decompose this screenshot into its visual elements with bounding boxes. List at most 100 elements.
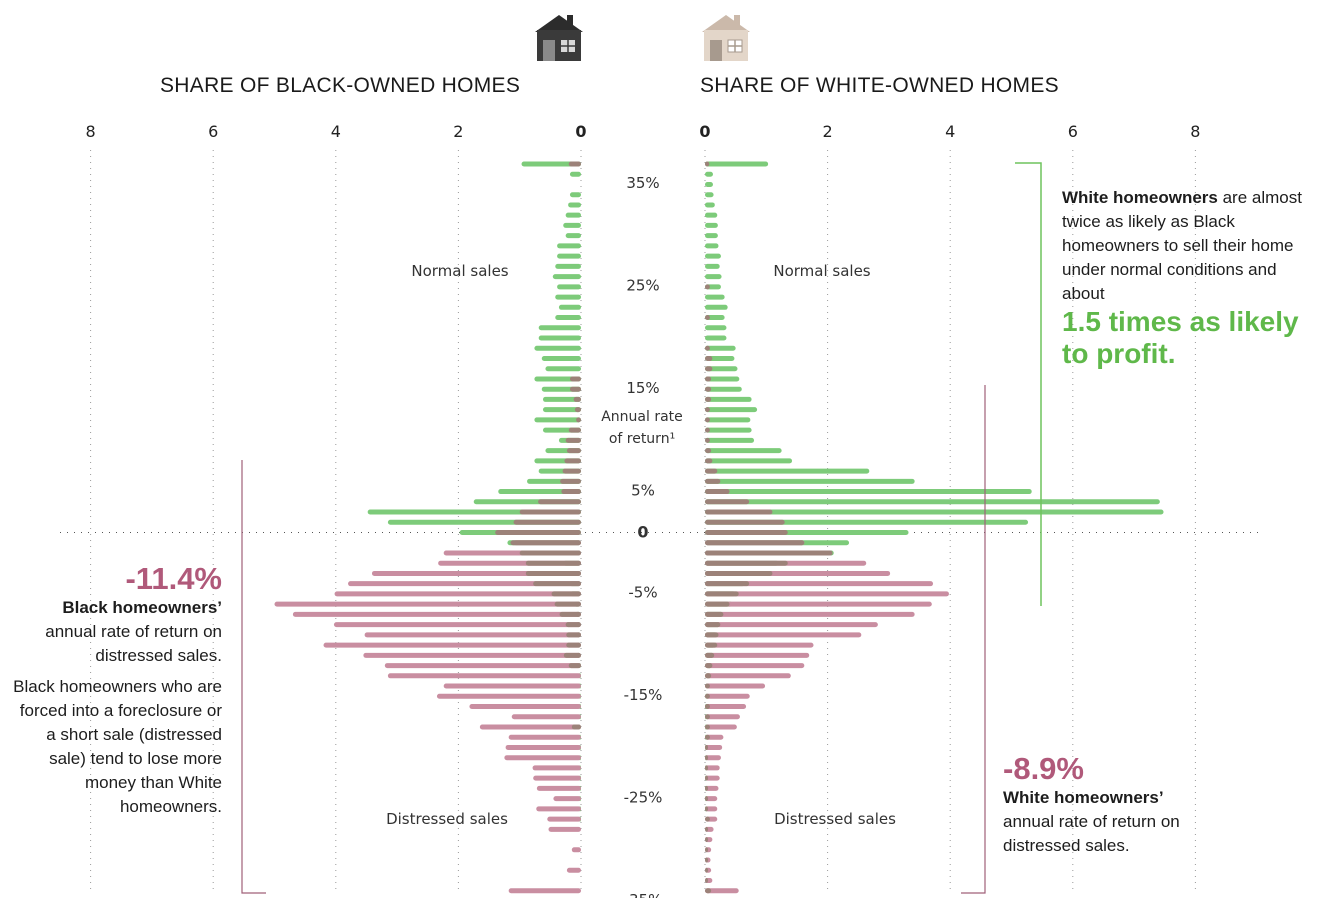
white-return-value: -8.9% xyxy=(1003,751,1084,786)
bar-distressed xyxy=(705,663,805,669)
bar-normal xyxy=(705,181,713,187)
bar-normal xyxy=(705,396,752,402)
bar-overlap xyxy=(705,878,709,884)
bar-distressed xyxy=(508,888,581,894)
bar-overlap xyxy=(525,570,581,576)
bar-distressed xyxy=(387,673,581,679)
bar-distressed xyxy=(705,806,718,812)
bar-overlap xyxy=(705,376,712,382)
bar-normal xyxy=(705,376,740,382)
bar-distressed xyxy=(705,765,720,771)
bar-overlap xyxy=(554,601,581,607)
bar-overlap xyxy=(559,611,581,617)
bar-overlap xyxy=(576,417,581,423)
bar-overlap xyxy=(705,529,788,535)
bar-overlap xyxy=(571,724,581,730)
bar-normal xyxy=(705,366,738,372)
bar-distressed xyxy=(553,796,581,802)
bar-normal xyxy=(563,222,581,228)
x-tick-right: 6 xyxy=(1068,122,1078,141)
bar-normal xyxy=(557,243,581,249)
bar-distressed xyxy=(705,632,862,638)
bar-distressed xyxy=(705,888,739,894)
bar-overlap xyxy=(563,652,581,658)
bar-normal xyxy=(705,202,715,208)
bar-normal xyxy=(542,407,581,413)
y-tick-label: 0 xyxy=(637,522,648,541)
bar-overlap xyxy=(705,448,712,454)
bracket-pink-left xyxy=(241,460,266,894)
bar-distressed xyxy=(705,755,721,761)
bar-normal xyxy=(705,161,769,167)
white-annotation: -8.9% White homeowners’ annual rate of r… xyxy=(1003,752,1218,858)
y-tick-label: -5% xyxy=(628,584,657,602)
bar-overlap xyxy=(705,816,710,822)
bar-normal xyxy=(705,274,722,280)
bar-overlap xyxy=(705,396,712,402)
bar-normal xyxy=(705,345,736,351)
white-note-text: are almost twice as likely as Black home… xyxy=(1062,188,1302,303)
bar-overlap xyxy=(705,673,712,679)
bar-normal xyxy=(498,489,581,495)
bar-normal xyxy=(705,222,718,228)
bar-normal xyxy=(541,355,581,361)
bar-distressed xyxy=(479,724,581,730)
bar-distressed xyxy=(705,652,810,658)
bar-normal xyxy=(565,212,581,218)
bar-overlap xyxy=(568,427,581,433)
bar-overlap xyxy=(513,519,581,525)
black-return-text: annual rate of return on distressed sale… xyxy=(45,622,222,665)
bar-overlap xyxy=(564,458,581,464)
bar-overlap xyxy=(705,847,709,853)
bar-overlap xyxy=(705,499,750,505)
bar-overlap xyxy=(705,775,709,781)
bar-overlap xyxy=(705,652,715,658)
black-note: Black homeowners who are forced into a f… xyxy=(13,677,222,816)
bar-normal xyxy=(705,243,719,249)
bar-overlap xyxy=(538,499,581,505)
bar-normal xyxy=(705,233,718,239)
bar-overlap xyxy=(510,540,581,546)
bar-normal xyxy=(705,253,721,259)
bar-overlap xyxy=(519,509,581,515)
bar-distressed xyxy=(505,744,581,750)
bar-normal xyxy=(521,161,581,167)
bar-distressed xyxy=(705,611,915,617)
bar-distressed xyxy=(705,673,791,679)
bar-overlap xyxy=(705,693,710,699)
bar-overlap xyxy=(568,663,581,669)
bar-normal xyxy=(705,499,1160,505)
bar-overlap xyxy=(705,519,785,525)
y-tick-label: -15% xyxy=(624,686,663,704)
bar-overlap xyxy=(705,837,709,843)
bar-normal xyxy=(534,376,581,382)
bar-normal xyxy=(534,417,581,423)
bar-distressed xyxy=(292,611,581,617)
bar-overlap xyxy=(569,386,581,392)
bar-overlap xyxy=(705,478,721,484)
white-panel-title: SHARE OF WHITE-OWNED HOMES xyxy=(700,74,1059,97)
bar-overlap xyxy=(560,478,581,484)
y-axis-label: Annual rate of return¹ xyxy=(601,409,683,447)
bar-overlap xyxy=(705,704,710,710)
bar-distressed xyxy=(705,785,719,791)
bar-distressed xyxy=(469,704,581,710)
bar-overlap xyxy=(705,437,710,443)
house-dark-icon xyxy=(535,15,583,61)
bar-normal xyxy=(705,294,725,300)
bar-distressed xyxy=(532,765,581,771)
x-tick-left: 4 xyxy=(331,122,341,141)
bar-normal xyxy=(557,253,581,259)
bar-overlap xyxy=(705,755,709,761)
bar-overlap xyxy=(705,355,713,361)
bar-normal xyxy=(538,335,581,341)
bar-distressed xyxy=(348,581,581,587)
black-annotation: -11.4% Black homeowners’ annual rate of … xyxy=(6,562,222,819)
bar-distressed xyxy=(705,683,766,689)
x-tick-right: 2 xyxy=(823,122,833,141)
bar-overlap xyxy=(705,714,710,720)
bar-normal xyxy=(534,345,581,351)
white-return-text: annual rate of return on distressed sale… xyxy=(1003,812,1180,855)
bar-normal xyxy=(565,233,581,239)
